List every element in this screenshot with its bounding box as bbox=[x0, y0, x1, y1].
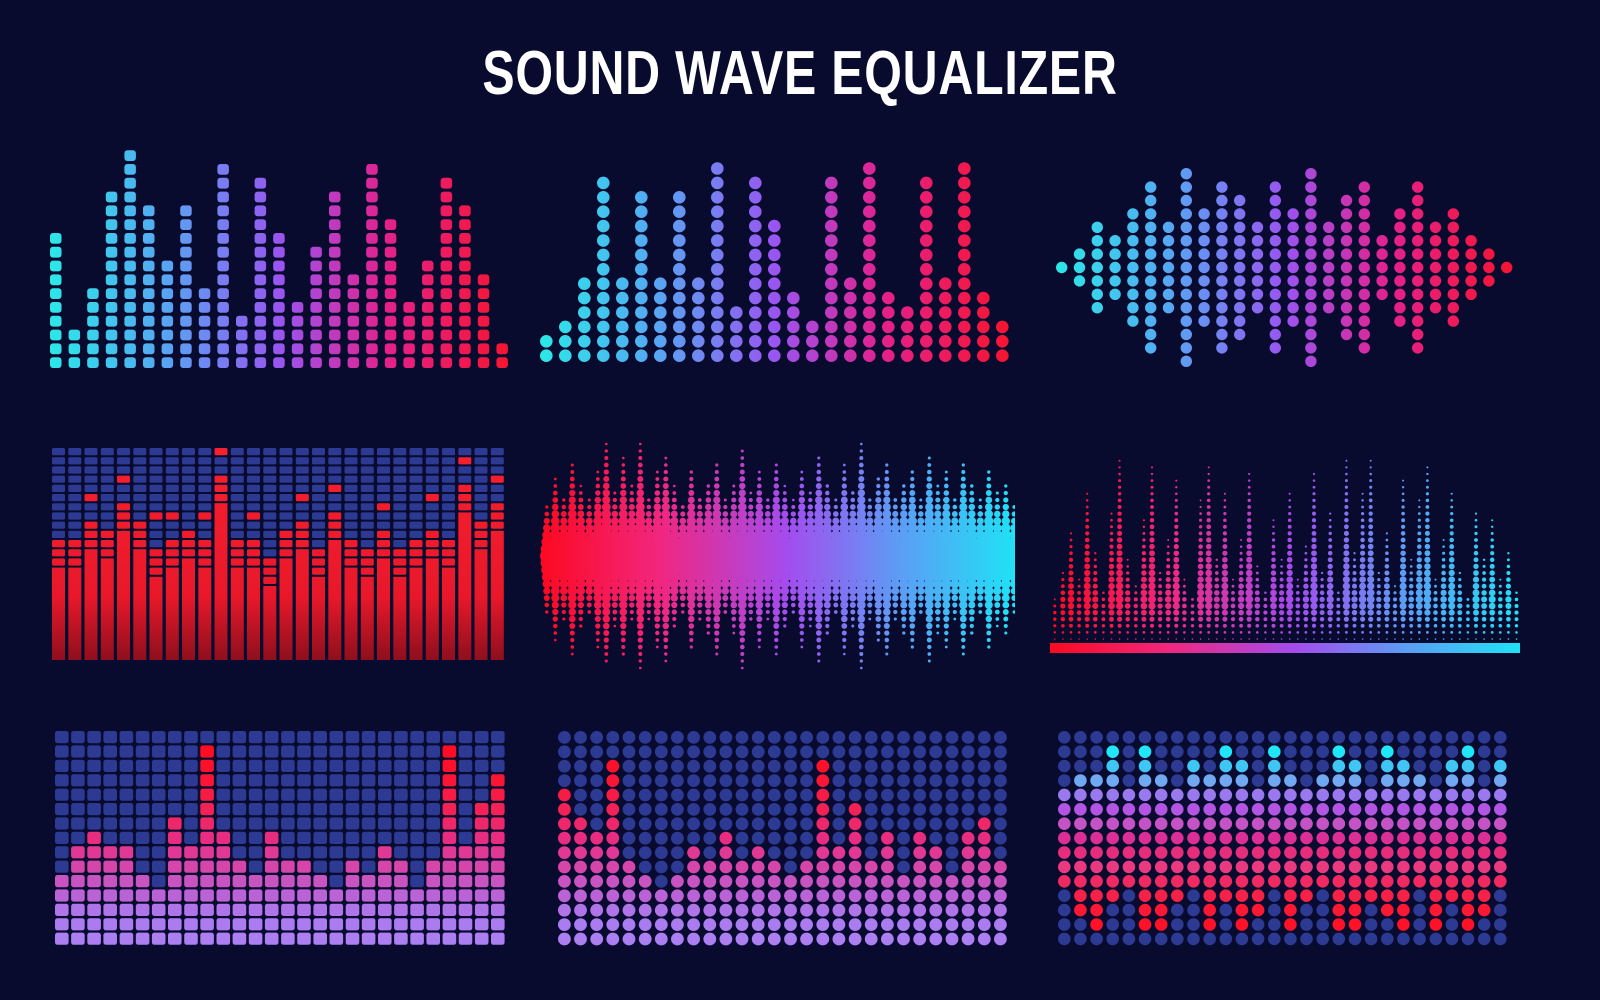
equalizer-dot-bars bbox=[540, 160, 1015, 362]
equalizer-dot-waveform bbox=[1056, 165, 1518, 370]
page-title: SOUND WAVE EQUALIZER bbox=[482, 39, 1118, 108]
equalizer-matrix-dots bbox=[558, 731, 1010, 947]
equalizer-segment-bars bbox=[50, 146, 515, 368]
equalizer-matrix-waveform bbox=[1058, 731, 1510, 947]
equalizer-halftone-bars bbox=[1050, 455, 1520, 655]
equalizer-halftone-waveform bbox=[540, 441, 1015, 671]
equalizer-matrix-squares bbox=[55, 731, 507, 947]
equalizer-led-panel bbox=[52, 448, 507, 660]
